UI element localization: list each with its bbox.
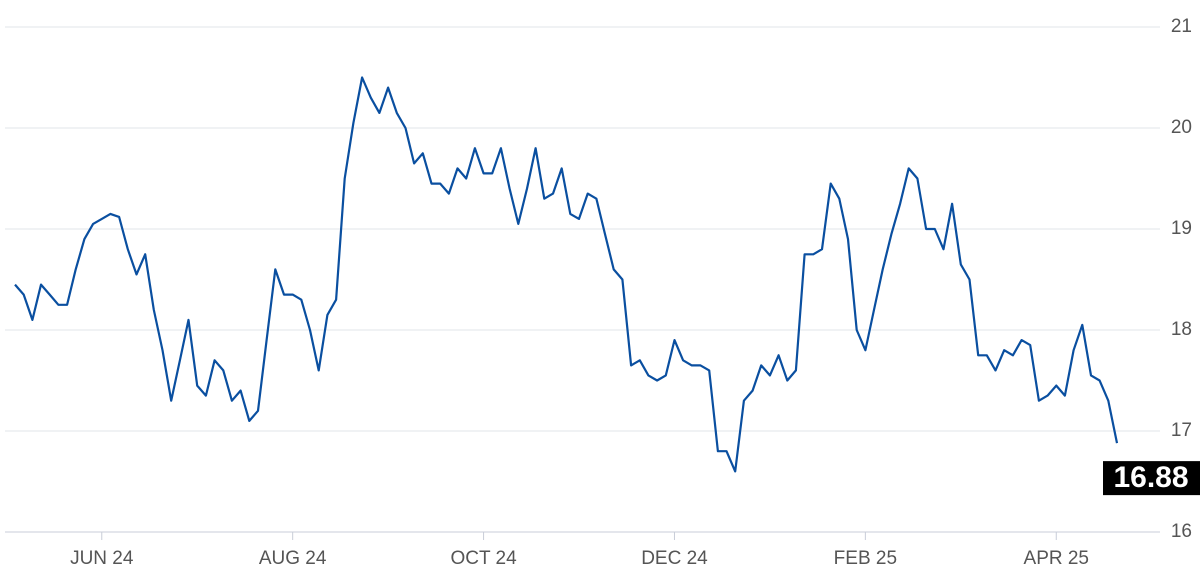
x-tick-label: JUN 24 — [70, 548, 134, 569]
x-tick-label: APR 25 — [1024, 548, 1089, 569]
y-tick-label: 19 — [1171, 218, 1192, 239]
y-tick-label: 18 — [1171, 319, 1192, 340]
x-tick-label: AUG 24 — [259, 548, 327, 569]
last-value-box — [1103, 461, 1200, 496]
x-tick-label: FEB 25 — [834, 548, 897, 569]
y-tick-label: 16 — [1171, 521, 1192, 542]
price-line — [14, 76, 1119, 473]
x-tick-label: OCT 24 — [450, 548, 517, 569]
y-tick-label: 21 — [1171, 16, 1192, 37]
last-value-label: 16.88 — [1113, 461, 1188, 494]
y-tick-label: 17 — [1171, 420, 1192, 441]
y-tick-label: 20 — [1171, 117, 1192, 138]
x-tick-label: DEC 24 — [641, 548, 708, 569]
